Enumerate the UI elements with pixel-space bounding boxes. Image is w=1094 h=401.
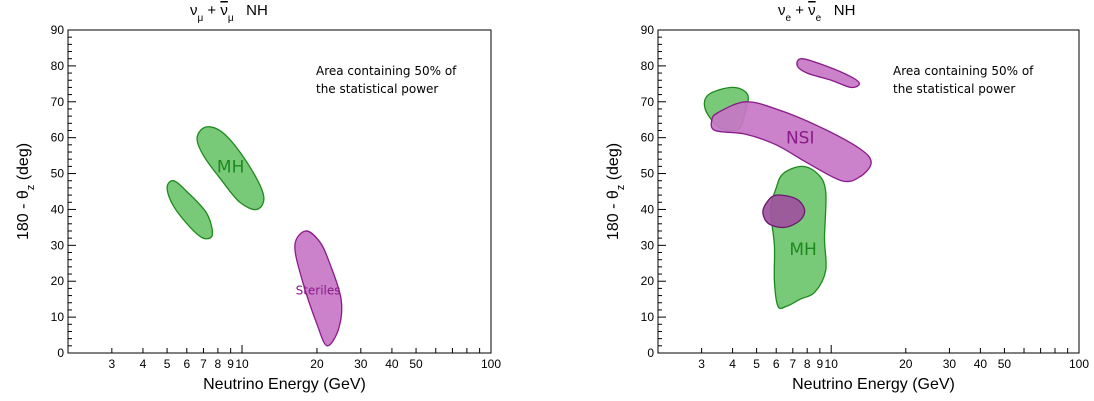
y-tick-label: 40 bbox=[641, 202, 655, 216]
x-tick-label: 20 bbox=[310, 357, 324, 371]
y-tick-label: 20 bbox=[51, 274, 65, 288]
x-tick-label: 9 bbox=[817, 357, 824, 371]
y-tick-label: 80 bbox=[51, 59, 65, 73]
region-label-steriles: Steriles bbox=[296, 283, 341, 297]
x-tick-label: 50 bbox=[998, 357, 1012, 371]
x-tick-label: 30 bbox=[943, 357, 957, 371]
y-tick-label: 0 bbox=[57, 346, 64, 360]
x-tick-label: 40 bbox=[385, 357, 399, 371]
x-tick-label: 100 bbox=[1069, 357, 1089, 371]
x-tick-label: 7 bbox=[200, 357, 207, 371]
region-label-nsi: NSI bbox=[786, 129, 815, 149]
y-tick-label: 90 bbox=[641, 23, 655, 37]
region-mh-1 bbox=[196, 126, 265, 211]
x-tick-label: 4 bbox=[729, 357, 736, 371]
annotation-text: Area containing 50% of bbox=[893, 64, 1034, 78]
y-tick-label: 60 bbox=[51, 131, 65, 145]
y-tick-label: 20 bbox=[641, 274, 655, 288]
y-tick-label: 70 bbox=[51, 95, 65, 109]
y-axis-label: 180 - θz (deg) bbox=[15, 143, 37, 240]
x-tick-label: 3 bbox=[108, 357, 115, 371]
x-tick-label: 8 bbox=[215, 357, 222, 371]
y-tick-label: 30 bbox=[51, 238, 65, 252]
x-tick-label: 100 bbox=[481, 357, 501, 371]
x-tick-label: 4 bbox=[140, 357, 147, 371]
y-tick-label: 50 bbox=[51, 167, 65, 181]
x-tick-label: 6 bbox=[773, 357, 780, 371]
x-tick-label: 3 bbox=[698, 357, 705, 371]
x-tick-label: 20 bbox=[899, 357, 913, 371]
x-tick-label: 10 bbox=[235, 357, 249, 371]
region-label-mh: MH bbox=[789, 240, 816, 260]
x-tick-label: 40 bbox=[974, 357, 988, 371]
x-tick-label: 9 bbox=[227, 357, 234, 371]
y-tick-label: 30 bbox=[641, 238, 655, 252]
x-tick-label: 7 bbox=[789, 357, 796, 371]
y-tick-label: 90 bbox=[51, 23, 65, 37]
region-label-mh: MH bbox=[217, 157, 244, 177]
annotation-text: the statistical power bbox=[893, 82, 1015, 96]
x-axis-label: Neutrino Energy (GeV) bbox=[203, 376, 366, 393]
x-axis-label: Neutrino Energy (GeV) bbox=[792, 376, 955, 393]
y-tick-label: 10 bbox=[51, 310, 65, 324]
annotation-text: Area containing 50% of bbox=[316, 64, 457, 78]
x-tick-label: 30 bbox=[354, 357, 368, 371]
y-tick-label: 80 bbox=[641, 59, 655, 73]
x-tick-label: 5 bbox=[164, 357, 171, 371]
y-tick-label: 60 bbox=[641, 131, 655, 145]
x-tick-label: 10 bbox=[825, 357, 839, 371]
y-tick-label: 10 bbox=[641, 310, 655, 324]
x-tick-label: 50 bbox=[409, 357, 423, 371]
chart-title: νe + νe NH bbox=[778, 2, 855, 24]
y-axis-label: 180 - θz (deg) bbox=[605, 143, 627, 240]
annotation-text: the statistical power bbox=[316, 82, 438, 96]
plot-frame bbox=[67, 29, 492, 354]
y-tick-label: 50 bbox=[641, 167, 655, 181]
chart-title: νμ + νμ NH bbox=[190, 2, 268, 24]
plot-frame bbox=[657, 29, 1080, 354]
region-steriles-3 bbox=[294, 230, 343, 347]
region-mh-4 bbox=[770, 165, 827, 310]
y-tick-label: 0 bbox=[647, 346, 654, 360]
region-unlabeled-1 bbox=[796, 58, 861, 89]
y-tick-label: 70 bbox=[641, 95, 655, 109]
x-tick-label: 8 bbox=[804, 357, 811, 371]
y-tick-label: 40 bbox=[51, 202, 65, 216]
x-tick-label: 5 bbox=[753, 357, 760, 371]
region-nsi-3 bbox=[710, 101, 872, 183]
region-unlabeled-5 bbox=[762, 194, 806, 229]
x-tick-label: 6 bbox=[183, 357, 190, 371]
region-unlabeled-2 bbox=[166, 180, 214, 240]
